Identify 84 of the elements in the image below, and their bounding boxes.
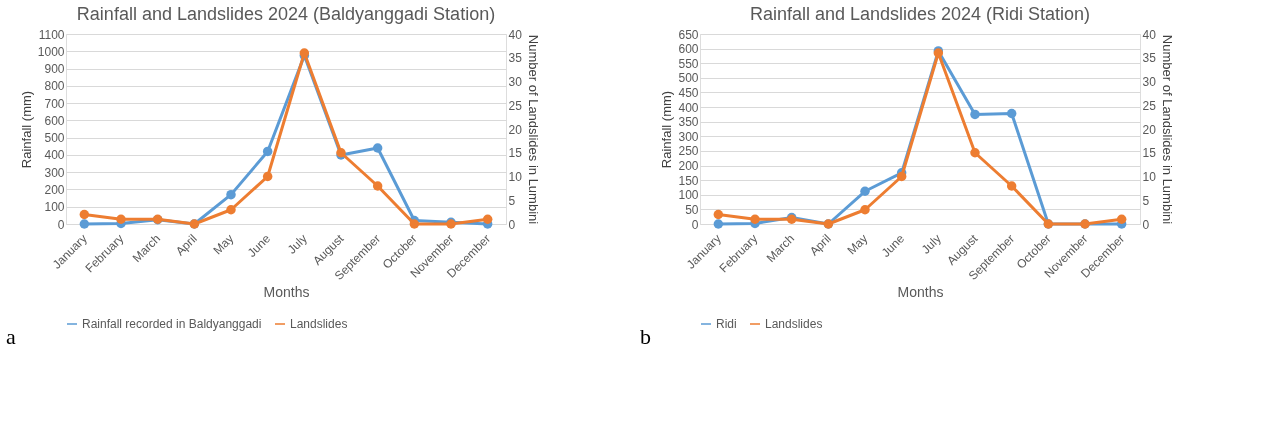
point <box>372 181 383 191</box>
x-tick-label: July <box>918 231 944 257</box>
x-axis-title: Months <box>897 284 944 301</box>
chart-title: Rainfall and Landslides 2024 (Ridi Station) <box>749 4 1091 24</box>
legend-label: Rainfall recorded in Baldyanggadi <box>82 317 262 331</box>
y-tick-label: 400 <box>678 100 699 115</box>
y-tick-label: 300 <box>678 129 699 144</box>
y-tick-label: 400 <box>44 148 65 163</box>
y2-axis-title: Number of Landslides in Lumbini <box>525 34 541 225</box>
y2-tick-label: 20 <box>508 122 523 137</box>
y-tick-label: 250 <box>678 144 699 159</box>
y-tick-label: 1000 <box>37 44 65 59</box>
y-tick-label: 650 <box>678 27 699 42</box>
x-axis-title: Months <box>263 284 310 301</box>
y2-tick-label: 10 <box>1142 170 1157 184</box>
point <box>79 209 90 220</box>
chart-title: Rainfall and Landslides 2024 (Baldyanggadi Station) <box>76 4 496 24</box>
text: a <box>6 324 16 349</box>
point <box>970 109 980 120</box>
y-tick-label: 700 <box>44 96 65 111</box>
y-tick-label: 100 <box>44 200 65 215</box>
y-tick-label: 900 <box>44 62 65 77</box>
point <box>713 209 724 220</box>
y2-tick-label: 0 <box>1142 217 1150 232</box>
y2-tick-label: 30 <box>508 75 523 89</box>
y-tick-label: 200 <box>44 182 65 197</box>
y2-tick-label: 15 <box>508 146 523 161</box>
y2-tick-label: 35 <box>1142 51 1157 66</box>
x-tick-label: May <box>844 231 871 258</box>
y-tick-label: 500 <box>44 131 65 146</box>
legend-label: Landslides <box>765 317 823 331</box>
y2-tick-label: 5 <box>508 193 516 208</box>
point <box>409 219 420 229</box>
y-axis-title: Rainfall (mm) <box>18 90 34 169</box>
y-tick-label: 600 <box>678 42 699 57</box>
y-axis-title: Rainfall (mm) <box>659 90 675 169</box>
y2-tick-label: 10 <box>508 170 523 184</box>
y2-tick-label: 35 <box>508 51 523 66</box>
x-tick-label: May <box>210 231 237 258</box>
point <box>372 143 383 153</box>
y-tick-label: 1100 <box>38 27 65 42</box>
y-tick-label: 300 <box>44 165 65 180</box>
y-tick-label: 0 <box>57 217 65 232</box>
y2-tick-label: 40 <box>508 27 523 42</box>
y2-tick-label: 30 <box>1142 75 1157 89</box>
y-tick-label: 0 <box>691 217 699 232</box>
y-tick-label: 350 <box>678 115 699 130</box>
point <box>482 214 493 224</box>
point <box>262 146 273 157</box>
point <box>1116 214 1127 224</box>
y-tick-label: 450 <box>678 85 699 100</box>
y-tick-label: 600 <box>44 113 65 128</box>
y-tick-label: 50 <box>685 202 699 217</box>
point <box>750 214 760 224</box>
point <box>116 214 126 224</box>
point <box>713 219 724 229</box>
point <box>226 205 236 215</box>
point <box>896 171 907 182</box>
y2-tick-label: 15 <box>1142 146 1157 161</box>
point <box>1006 108 1017 119</box>
y2-tick-label: 25 <box>508 98 523 113</box>
y2-tick-label: 5 <box>1142 193 1150 208</box>
y-tick-label: 500 <box>678 71 699 86</box>
text: b <box>640 324 651 349</box>
point <box>79 219 90 229</box>
point <box>226 189 236 200</box>
y-tick-label: 550 <box>678 56 699 71</box>
legend-label: Landslides <box>290 317 348 331</box>
point <box>860 205 870 215</box>
y-tick-label: 100 <box>678 188 699 203</box>
y2-tick-label: 25 <box>1142 98 1157 113</box>
point <box>970 148 980 158</box>
y-tick-label: 150 <box>678 173 699 188</box>
y-tick-label: 200 <box>678 159 699 174</box>
y-tick-label: 800 <box>44 79 65 94</box>
y2-tick-label: 0 <box>508 217 516 232</box>
legend-label: Ridi <box>716 317 737 331</box>
y2-tick-label: 40 <box>1142 27 1157 42</box>
x-tick-label: July <box>284 231 310 257</box>
point <box>1006 181 1017 191</box>
point <box>262 171 273 182</box>
point <box>860 186 870 196</box>
y2-axis-title: Number of Landslides in Lumbini <box>1159 34 1175 225</box>
y2-tick-label: 20 <box>1142 122 1157 137</box>
